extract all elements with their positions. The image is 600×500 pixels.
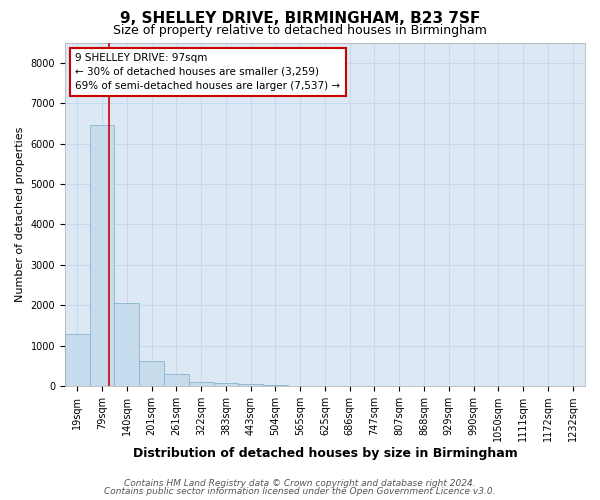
Y-axis label: Number of detached properties: Number of detached properties	[15, 126, 25, 302]
Bar	[214, 383, 238, 386]
Text: 9, SHELLEY DRIVE, BIRMINGHAM, B23 7SF: 9, SHELLEY DRIVE, BIRMINGHAM, B23 7SF	[120, 11, 480, 26]
Bar	[263, 385, 288, 386]
Text: 9 SHELLEY DRIVE: 97sqm
← 30% of detached houses are smaller (3,259)
69% of semi-: 9 SHELLEY DRIVE: 97sqm ← 30% of detached…	[76, 53, 340, 91]
Text: Contains public sector information licensed under the Open Government Licence v3: Contains public sector information licen…	[104, 487, 496, 496]
Bar	[65, 334, 89, 386]
Bar	[164, 374, 189, 386]
Bar	[139, 360, 164, 386]
Bar	[115, 304, 139, 386]
X-axis label: Distribution of detached houses by size in Birmingham: Distribution of detached houses by size …	[133, 447, 517, 460]
Bar	[89, 126, 115, 386]
Text: Size of property relative to detached houses in Birmingham: Size of property relative to detached ho…	[113, 24, 487, 37]
Text: Contains HM Land Registry data © Crown copyright and database right 2024.: Contains HM Land Registry data © Crown c…	[124, 478, 476, 488]
Bar	[238, 384, 263, 386]
Bar	[189, 382, 214, 386]
